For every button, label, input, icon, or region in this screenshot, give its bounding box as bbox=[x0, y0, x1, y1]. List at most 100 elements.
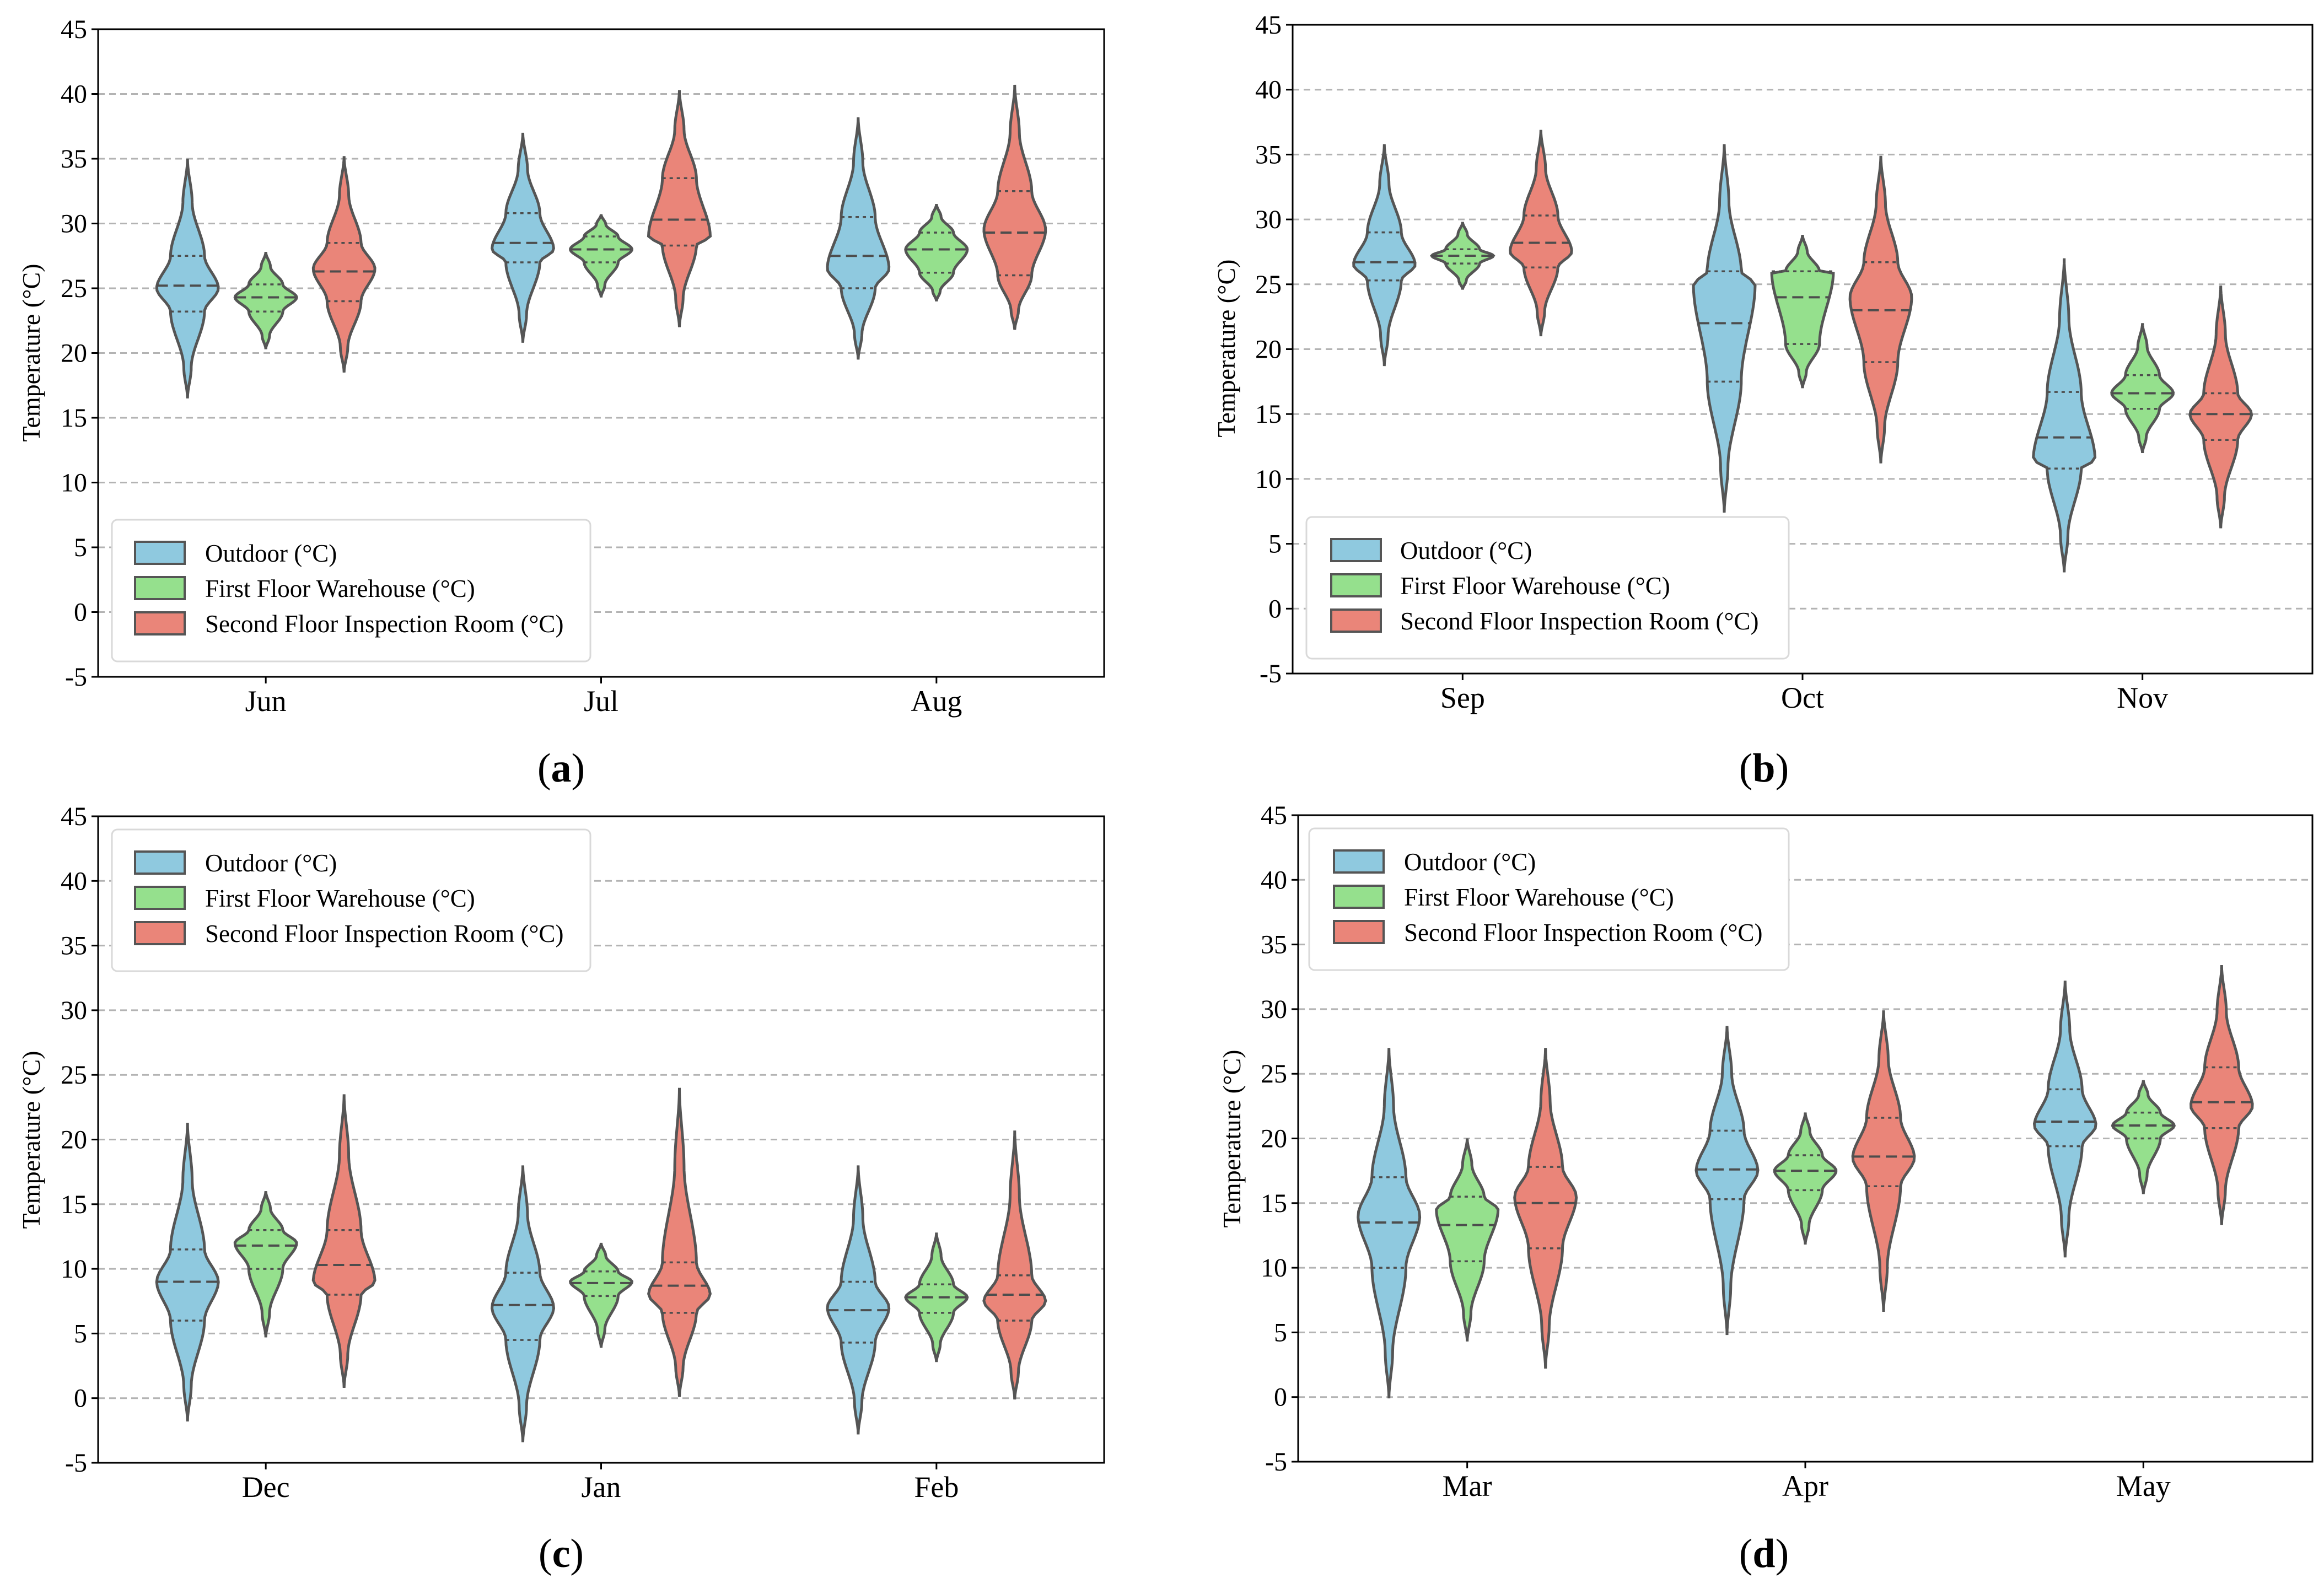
panel-a-legend-label-first-floor: First Floor Warehouse (°C) bbox=[205, 575, 475, 602]
panel-c-ylabel: Temperature (°C) bbox=[17, 1051, 45, 1229]
panel-a-label: (a) bbox=[537, 746, 585, 791]
panel-c-xtick-label-feb: Feb bbox=[914, 1471, 959, 1504]
panel-a-xtick-label-aug: Aug bbox=[911, 685, 962, 718]
panel-c-legend-swatch-outdoor bbox=[134, 850, 186, 875]
panel-b-ytick-label: 0 bbox=[1268, 594, 1282, 623]
panel-b-violin-nov-second-floor bbox=[2188, 286, 2253, 529]
panel-c-legend-label-outdoor: Outdoor (°C) bbox=[205, 849, 337, 877]
panel-a-ytick-label: 45 bbox=[61, 15, 87, 44]
panel-d-legend-swatch-first-floor bbox=[1333, 885, 1385, 909]
panel-a-violin-jul-second-floor bbox=[647, 90, 712, 327]
panel-b-ytick-label: 5 bbox=[1268, 530, 1282, 559]
panel-c-legend: Outdoor (°C) First Floor Warehouse (°C) … bbox=[111, 828, 591, 972]
panel-b-label: (b) bbox=[1739, 746, 1789, 791]
panel-a-ytick-label: 15 bbox=[61, 403, 87, 433]
panel-b-xtick-label-sep: Sep bbox=[1440, 681, 1485, 714]
panel-b-ytick-label: 25 bbox=[1255, 270, 1282, 299]
panel-b-violin-nov-outdoor bbox=[2032, 258, 2097, 573]
panel-c-violins bbox=[155, 1087, 1047, 1442]
panel-a-letter: a bbox=[551, 746, 572, 791]
panel-c-ytick-label: 0 bbox=[74, 1384, 87, 1413]
panel-b-violins bbox=[1352, 130, 2253, 573]
panel-c-violin-dec-first-floor bbox=[233, 1191, 298, 1338]
panel-b-legend-swatch-first-floor bbox=[1330, 573, 1382, 597]
panel-c-violin-jan-outdoor bbox=[490, 1165, 556, 1442]
panel-d-legend-label-outdoor: Outdoor (°C) bbox=[1404, 848, 1536, 876]
panel-b-xtick-label-nov: Nov bbox=[2117, 681, 2168, 714]
panel-b-violin-sep-second-floor bbox=[1508, 130, 1573, 337]
panel-d-violin-mar-second-floor bbox=[1513, 1048, 1578, 1369]
panel-a-xtick-label-jun: Jun bbox=[245, 685, 287, 718]
panel-c-ytick-label: 30 bbox=[61, 996, 87, 1025]
panel-d-violin-mar-first-floor bbox=[1435, 1138, 1500, 1342]
panel-a-violin-jul-outdoor bbox=[491, 132, 555, 343]
panel-c-letter: c bbox=[552, 1531, 571, 1576]
panel-a-violin-aug-first-floor bbox=[904, 203, 969, 301]
panel-b-ytick-label: 20 bbox=[1255, 335, 1282, 364]
panel-c-label: (c) bbox=[539, 1531, 584, 1576]
panel-d-xtick-label-apr: Apr bbox=[1782, 1469, 1828, 1502]
panel-b-ytick-label: 45 bbox=[1255, 10, 1282, 40]
panel-b-legend-label-outdoor: Outdoor (°C) bbox=[1400, 537, 1532, 564]
panel-d-violin-apr-outdoor bbox=[1694, 1026, 1760, 1335]
panel-c-ticks: -5 0 5 10 15 20 25 30 35 40 45 Dec Jan Feb bbox=[61, 802, 959, 1504]
panel-c-ytick-label: 45 bbox=[61, 802, 87, 831]
panel-c-ytick-label: 5 bbox=[74, 1319, 87, 1348]
panel-c-violin-feb-second-floor bbox=[982, 1130, 1047, 1400]
panel-d-violin-apr-first-floor bbox=[1773, 1112, 1838, 1245]
panel-d-ytick-label: 40 bbox=[1261, 865, 1287, 895]
panel-a-ticks: -5 0 5 10 15 20 25 30 35 40 45 Jun Jul Aug bbox=[61, 15, 962, 718]
panel-a-ytick-label: 0 bbox=[74, 598, 87, 627]
panel-d-violin-mar-outdoor bbox=[1357, 1048, 1422, 1399]
panel-d-letter: d bbox=[1752, 1531, 1775, 1576]
panel-d-ytick-label: 35 bbox=[1261, 930, 1287, 960]
panel-d-xtick-label-may: May bbox=[2116, 1469, 2171, 1502]
panel-b-xtick-label-oct: Oct bbox=[1781, 681, 1824, 714]
panel-a-violin-jun-second-floor bbox=[311, 156, 376, 373]
panel-d-legend-label-second-floor: Second Floor Inspection Room (°C) bbox=[1404, 919, 1762, 946]
panel-a-ytick-label: 5 bbox=[74, 533, 87, 562]
panel-c-ytick-label: 20 bbox=[61, 1125, 87, 1155]
panel-d-ytick-label: 0 bbox=[1274, 1383, 1287, 1412]
panel-c-violin-feb-outdoor bbox=[826, 1165, 891, 1435]
panel-b-violin-oct-outdoor bbox=[1692, 144, 1757, 513]
panel-c-ytick-label: 10 bbox=[61, 1254, 87, 1284]
panel-d-violin-apr-second-floor bbox=[1851, 1010, 1916, 1312]
panel-b-violin-oct-first-floor bbox=[1770, 234, 1835, 389]
panel-b-legend-label-second-floor: Second Floor Inspection Room (°C) bbox=[1400, 607, 1758, 635]
panel-a-violin-aug-outdoor bbox=[826, 117, 891, 360]
panel-d-violin-may-outdoor bbox=[2032, 981, 2097, 1258]
panel-d-ytick-label: 45 bbox=[1261, 801, 1287, 830]
panel-c-legend-swatch-second-floor bbox=[134, 921, 186, 945]
panel-a-ylabel: Temperature (°C) bbox=[17, 264, 45, 442]
panel-a-xtick-label-jul: Jul bbox=[584, 685, 618, 718]
panel-d: -5 0 5 10 15 20 25 30 35 40 45 Mar Apr May Temperatur… bbox=[1218, 801, 2314, 1576]
panel-d-legend-swatch-second-floor bbox=[1333, 920, 1385, 944]
panel-c-ytick-label: 15 bbox=[61, 1190, 87, 1219]
panel-c-legend-swatch-first-floor bbox=[134, 886, 186, 910]
panel-b-ytick-label: 30 bbox=[1255, 205, 1282, 234]
panel-b-violin-sep-first-floor bbox=[1430, 222, 1495, 290]
panel-b-ytick-label: 40 bbox=[1255, 76, 1282, 105]
panel-a-ytick-label: -5 bbox=[65, 663, 87, 692]
panel-b-ylabel: Temperature (°C) bbox=[1212, 260, 1240, 438]
panel-a-violin-aug-second-floor bbox=[982, 84, 1047, 330]
panel-b-legend: Outdoor (°C) First Floor Warehouse (°C) … bbox=[1305, 516, 1790, 660]
panel-d-legend-swatch-outdoor bbox=[1333, 849, 1385, 874]
panel-c-xtick-label-dec: Dec bbox=[242, 1471, 290, 1504]
panel-b-legend-frame bbox=[1305, 516, 1790, 660]
panel-b-violin-sep-outdoor bbox=[1352, 144, 1417, 367]
panel-a-legend-swatch-outdoor bbox=[134, 541, 186, 565]
panel-d-legend-frame bbox=[1308, 827, 1790, 971]
panel-b: -5 0 5 10 15 20 25 30 35 40 45 Sep Oct Nov Temperatur… bbox=[1212, 10, 2314, 791]
panel-a-ytick-label: 30 bbox=[61, 209, 87, 239]
panel-a-violin-jun-first-floor bbox=[233, 251, 298, 349]
panel-b-legend-swatch-second-floor bbox=[1330, 608, 1382, 633]
panel-d-ytick-label: 15 bbox=[1261, 1189, 1287, 1218]
panel-d-violins bbox=[1357, 965, 2254, 1399]
panel-a-ytick-label: 20 bbox=[61, 339, 87, 368]
panel-d-violin-may-first-floor bbox=[2111, 1080, 2176, 1194]
panel-c-xtick-label-jan: Jan bbox=[582, 1471, 621, 1504]
panel-a: -5 0 5 10 15 20 25 30 35 40 45 Jun Jul Aug Temperatur… bbox=[17, 15, 1105, 791]
